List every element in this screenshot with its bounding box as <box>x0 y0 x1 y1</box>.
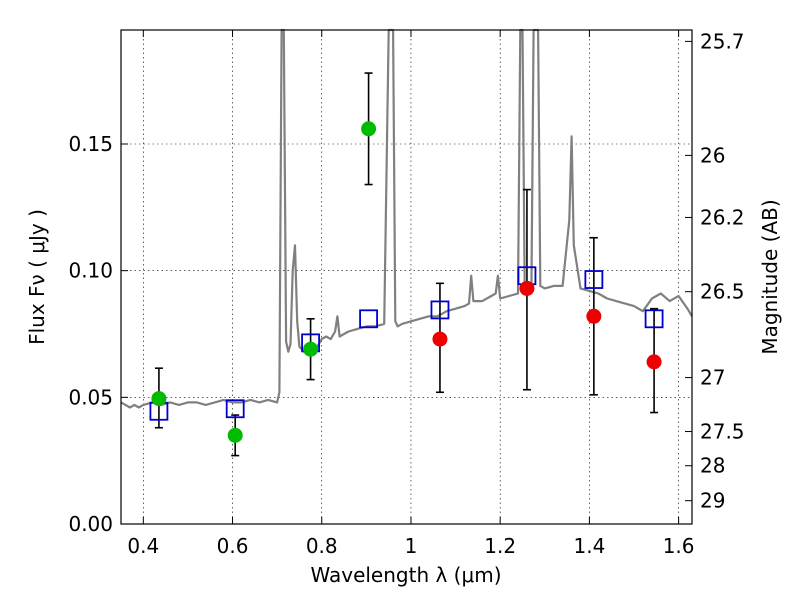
grid-lines <box>121 30 692 524</box>
observed-photometry-points <box>151 121 662 443</box>
data-point <box>519 280 535 296</box>
right-axis-label: Magnitude (AB) <box>758 199 782 354</box>
data-point <box>303 341 319 357</box>
y-axis-ticks: 0.00 0.05 0.10 0.15 <box>68 132 128 536</box>
data-point <box>361 121 377 137</box>
x-tick-label: 1.6 <box>663 534 695 558</box>
data-point <box>586 308 602 324</box>
data-point <box>151 391 167 407</box>
y-tick-label: 0.05 <box>68 385 113 409</box>
model-square-marker <box>584 270 604 289</box>
y-tick-label: 0.00 <box>68 512 113 536</box>
model-photometry-squares <box>149 266 664 421</box>
data-point <box>646 354 662 370</box>
x-tick-label: 0.4 <box>127 534 159 558</box>
x-tick-label: 1.2 <box>484 534 516 558</box>
data-point <box>227 427 243 443</box>
plot-frame <box>120 29 693 525</box>
x-tick-label: 1.4 <box>573 534 605 558</box>
model-square-marker <box>225 399 245 419</box>
x-axis-label: Wavelength λ (μm) <box>310 563 501 587</box>
y-tick-label: 0.10 <box>68 259 113 283</box>
model-square-marker <box>359 309 378 329</box>
x-axis-ticks: 0.4 0.6 0.8 1 1.2 1.4 1.6 <box>127 30 695 558</box>
model-square-marker <box>430 300 450 320</box>
y-axis-label: Flux Fν ( μJy ) <box>25 209 49 345</box>
x-tick-label: 0.6 <box>217 534 249 558</box>
data-point <box>432 331 448 347</box>
x-tick-label: 1 <box>405 534 418 558</box>
x-tick-label: 0.8 <box>306 534 338 558</box>
right-tick-label: 26.2 <box>700 205 745 229</box>
right-tick-label: 26 <box>700 143 725 167</box>
right-axis-ticks: 25.7 26 26.2 26.5 27 27.5 28 29 <box>685 29 745 513</box>
right-tick-label: 27 <box>700 366 725 390</box>
model-square-marker <box>644 309 664 329</box>
right-tick-label: 27.5 <box>700 420 745 444</box>
plot-background <box>121 30 692 524</box>
right-tick-label: 26.5 <box>700 280 745 304</box>
right-tick-label: 25.7 <box>700 29 745 53</box>
right-tick-label: 29 <box>700 489 725 513</box>
y-tick-label: 0.15 <box>68 132 113 156</box>
right-tick-label: 28 <box>700 454 725 478</box>
